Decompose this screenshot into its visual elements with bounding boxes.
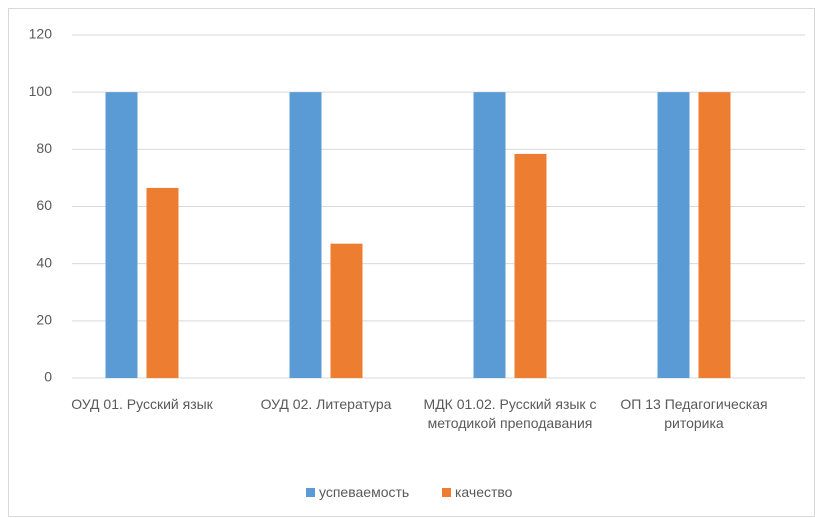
bar — [330, 243, 363, 378]
y-tick-label: 80 — [36, 140, 52, 156]
legend-swatch — [306, 487, 315, 497]
y-tick-label: 60 — [36, 197, 52, 213]
bar — [105, 92, 138, 379]
bar — [698, 92, 731, 379]
bar — [657, 92, 690, 379]
y-tick-label: 100 — [29, 83, 53, 99]
y-tick-label: 0 — [44, 369, 52, 385]
legend-item: качество — [442, 484, 512, 500]
bar — [473, 92, 506, 379]
bar — [146, 187, 179, 378]
x-tick-label: МДК 01.02. Русский язык с методикой преп… — [423, 396, 597, 431]
legend-swatch — [442, 487, 451, 497]
bar — [289, 92, 322, 379]
bar — [514, 153, 547, 378]
y-tick-label: 40 — [36, 254, 52, 270]
y-tick-label: 120 — [29, 26, 53, 42]
legend-item: успеваемость — [306, 484, 409, 500]
y-tick-label: 20 — [36, 312, 52, 328]
legend-label: качество — [455, 484, 513, 500]
legend-label: успеваемость — [319, 484, 410, 500]
x-tick-label: ОУД 01. Русский язык — [71, 396, 213, 412]
x-tick-label: ОП 13 Педагогическая риторика — [620, 396, 768, 431]
x-tick-label: ОУД 02. Литература — [260, 396, 392, 412]
